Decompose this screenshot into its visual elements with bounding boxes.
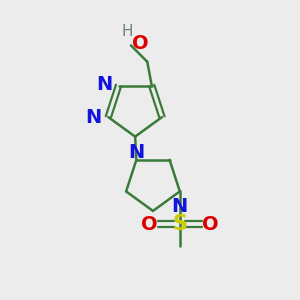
- Text: N: N: [128, 142, 145, 162]
- Text: S: S: [172, 214, 187, 234]
- Text: O: O: [202, 214, 219, 234]
- Text: N: N: [96, 75, 112, 94]
- Text: O: O: [131, 34, 148, 53]
- Text: N: N: [85, 108, 102, 127]
- Text: O: O: [141, 214, 158, 234]
- Text: H: H: [122, 25, 133, 40]
- Text: N: N: [172, 197, 188, 216]
